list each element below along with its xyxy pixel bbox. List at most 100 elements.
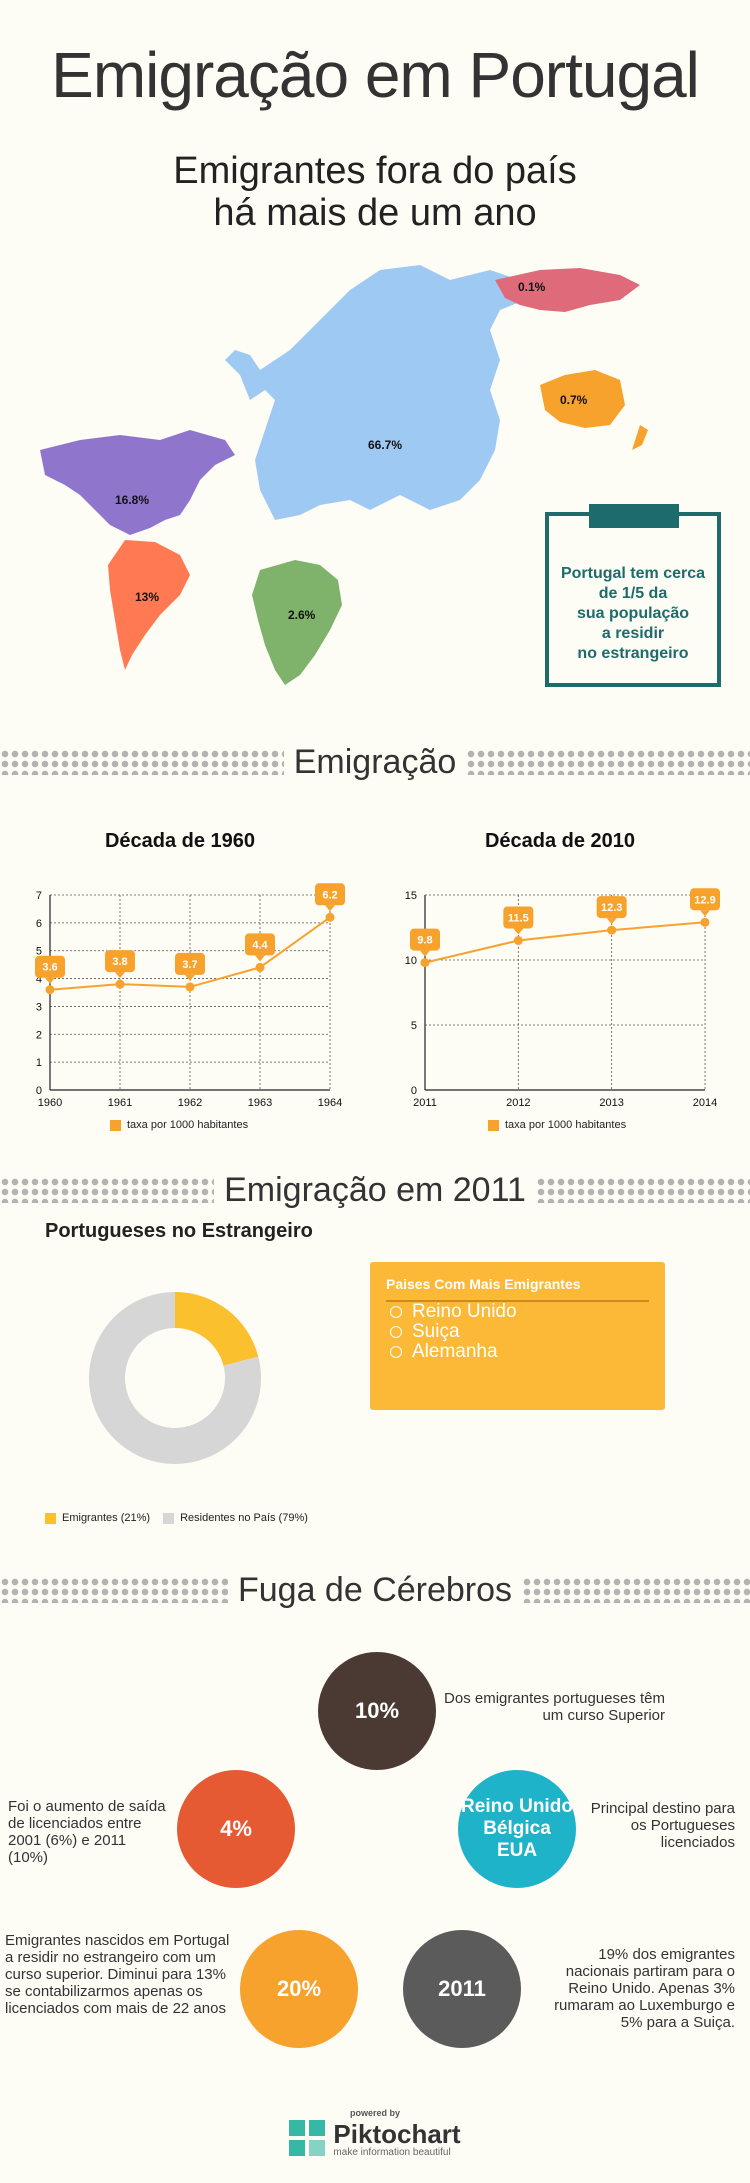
series-line <box>424 921 706 964</box>
world-map-svg <box>40 265 648 685</box>
countries-heading: Paises Com Mais Emigrantes <box>386 1276 581 1292</box>
x-tick-label: 1962 <box>178 1097 202 1109</box>
data-label-bubble <box>315 883 345 906</box>
x-tick-label: 2012 <box>506 1097 530 1109</box>
data-label-pointer <box>115 972 125 979</box>
data-label-pointer <box>700 910 710 917</box>
legend-emigrantes: Emigrantes (21%) <box>62 1512 151 1524</box>
data-label-bubble <box>410 928 440 951</box>
data-point <box>513 936 523 945</box>
stat-circle-2011: 2011 <box>403 1930 521 2048</box>
x-tick-label: 1960 <box>38 1097 62 1109</box>
section-title: Emigração <box>293 742 457 781</box>
data-point <box>45 985 55 995</box>
x-tick-label: 1963 <box>248 1097 272 1109</box>
x-tick-label: 1961 <box>108 1097 132 1109</box>
data-label-pointer <box>45 977 55 984</box>
region-asia <box>495 268 640 312</box>
stat-desc-destinos: Principal destino para os Portugueses li… <box>590 1800 735 1851</box>
donut-legend: Emigrantes (21%) Residentes no País (79%… <box>45 1512 308 1524</box>
pct-africa: 2.6% <box>288 608 316 622</box>
region-south-america <box>108 540 190 670</box>
y-tick-label: 5 <box>411 1020 417 1032</box>
data-label-bubble <box>175 952 205 975</box>
data-label-pointer <box>513 928 524 935</box>
x-tick-label: 2014 <box>693 1097 717 1109</box>
data-label: 12.3 <box>601 902 622 914</box>
region-new-zealand <box>632 425 648 450</box>
data-point <box>185 982 195 992</box>
data-label-pointer <box>606 918 617 925</box>
data-label-bubble <box>35 955 65 978</box>
data-point <box>607 925 617 935</box>
x-tick-label: 2011 <box>413 1097 437 1109</box>
data-point <box>325 912 335 922</box>
subtitle-line-1: Emigrantes fora do país <box>173 150 577 192</box>
region-europe <box>225 265 525 520</box>
data-point <box>700 917 710 927</box>
stat-circle-20: 20% <box>240 1930 358 2048</box>
data-point <box>255 962 265 972</box>
countries-list: Reino Unido Suiça Alemanha <box>390 1302 517 1362</box>
callout-tab <box>589 504 679 528</box>
donut-chart <box>89 1292 261 1464</box>
data-point <box>420 958 430 968</box>
donut-slice-1 <box>89 1292 261 1464</box>
x-tick-label: 1964 <box>318 1097 342 1109</box>
section-divider-emigracao: Emigração <box>0 742 750 782</box>
data-label-bubble <box>596 896 627 919</box>
callout-text: Portugal tem cerca de 1/5 da sua populaç… <box>560 565 706 662</box>
callout-box: Portugal tem cerca de 1/5 da sua populaç… <box>545 504 721 687</box>
piktochart-icon <box>289 2120 326 2156</box>
region-africa <box>252 560 342 685</box>
y-tick-label: 3 <box>36 1001 42 1013</box>
y-tick-label: 7 <box>36 890 42 902</box>
data-label: 3.8 <box>112 956 127 968</box>
data-label: 9.8 <box>417 935 432 947</box>
stat-desc-10: Dos emigrantes portugueses têm um curso … <box>444 1690 665 1724</box>
donut-slice-0 <box>175 1292 259 1366</box>
section-title: Fuga de Cérebros <box>237 1570 513 1609</box>
y-tick-label: 15 <box>405 890 417 902</box>
stat-circle-4: 4% <box>177 1770 295 1888</box>
list-item: Alemanha <box>390 1342 517 1362</box>
legend-residentes: Residentes no País (79%) <box>180 1512 308 1524</box>
data-label-bubble <box>690 888 720 911</box>
y-tick-label: 1 <box>36 1057 42 1069</box>
subtitle-line-2: há mais de um ano <box>213 192 537 234</box>
piktochart-logo[interactable]: powered by Piktochart make information b… <box>0 2108 750 2163</box>
y-tick-label: 2 <box>36 1029 42 1041</box>
data-label-pointer <box>325 905 335 912</box>
data-label: 4.4 <box>252 939 268 951</box>
world-map: 16.8% 13% 66.7% 2.6% 0.1% 0.7% <box>20 250 720 710</box>
countries-box: Paises Com Mais Emigrantes Reino Unido S… <box>370 1262 665 1410</box>
data-label-bubble <box>503 906 534 929</box>
chart-2010: 0 5 10 15 2011 2012 2013 2014 9.8 11.5 12.3 12.9 <box>405 888 720 1109</box>
data-label-pointer <box>255 955 265 962</box>
donut-title: Portugueses no Estrangeiro <box>45 1220 313 1242</box>
pct-south-america: 13% <box>135 590 160 604</box>
data-label: 3.6 <box>42 962 57 974</box>
data-label-pointer <box>420 950 430 957</box>
stat-desc-20: Emigrantes nascidos em Portugal a residi… <box>5 1932 230 2017</box>
pct-asia: 0.1% <box>518 280 546 294</box>
stat-desc-4: Foi o aumento de saída de licenciados en… <box>8 1798 166 1866</box>
data-label-bubble <box>105 950 135 973</box>
data-label: 11.5 <box>508 913 529 925</box>
pct-north-america: 16.8% <box>115 493 150 507</box>
data-label: 6.2 <box>322 889 337 901</box>
section-divider-fuga: Fuga de Cérebros <box>0 1570 750 1610</box>
y-tick-label: 0 <box>36 1085 42 1097</box>
y-tick-label: 0 <box>411 1085 417 1097</box>
section-title: Emigração em 2011 <box>224 1170 526 1209</box>
stat-circle-destinos: Reino Unido Bélgica EUA <box>458 1770 576 1888</box>
y-tick-label: 10 <box>405 955 417 967</box>
pct-europe: 66.7% <box>368 438 403 452</box>
data-point <box>115 979 125 989</box>
chart-1960-title: Década de 1960 <box>104 830 256 852</box>
data-label-pointer <box>185 974 195 981</box>
y-tick-label: 6 <box>36 918 42 930</box>
list-item: Reino Unido <box>390 1302 517 1322</box>
chart-1960-legend: taxa por 1000 habitantes <box>110 1119 248 1131</box>
list-item: Suiça <box>390 1322 517 1342</box>
